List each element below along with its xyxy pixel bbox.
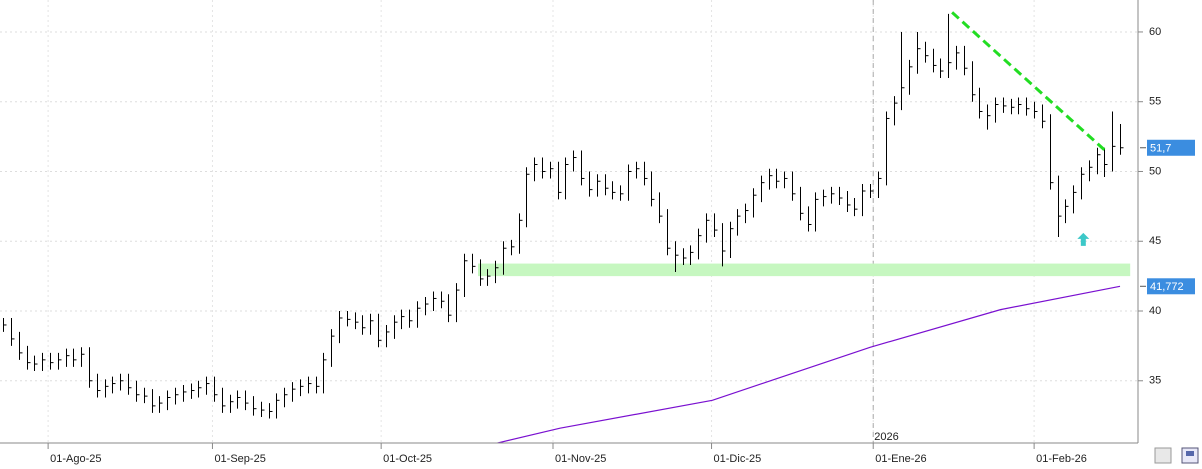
save-icon-detail (1186, 451, 1194, 456)
y-tick-label: 35 (1149, 375, 1161, 387)
grid (0, 0, 1138, 443)
x-tick-label: 01-Dic-25 (714, 453, 762, 465)
last-price-box (1147, 139, 1195, 156)
y-tick-label: 55 (1149, 96, 1161, 108)
last-price-label: 51,7 (1150, 143, 1171, 155)
plot (3, 11, 1131, 443)
axes: 35 40 45 50 55 60 01-Ago-25 01-Sep-25 01-Oct-25 0… (47, 26, 1195, 465)
year-marker-label: 2026 (874, 431, 898, 443)
y-tick-label: 45 (1149, 235, 1161, 247)
x-tick-label: 01-Sep-25 (214, 453, 265, 465)
x-tick-label: 01-Feb-26 (1036, 453, 1087, 465)
ma-value-label: 41,772 (1150, 281, 1184, 293)
y-tick-label: 40 (1149, 305, 1161, 317)
x-tick-label: 01-Nov-25 (555, 453, 606, 465)
moving-average-line (495, 285, 1121, 443)
signal-arrow (1077, 232, 1090, 246)
trendline (951, 11, 1107, 152)
y-tick-label: 50 (1149, 165, 1161, 177)
y-tick-label: 60 (1149, 26, 1161, 38)
x-tick-label: 01-Ago-25 (50, 453, 101, 465)
settings-icon[interactable] (1154, 447, 1172, 464)
support-band (478, 263, 1131, 277)
x-tick-label: 01-Oct-25 (383, 453, 432, 465)
x-tick-label: 01-Ene-26 (875, 453, 926, 465)
ma-value-box (1147, 278, 1195, 295)
